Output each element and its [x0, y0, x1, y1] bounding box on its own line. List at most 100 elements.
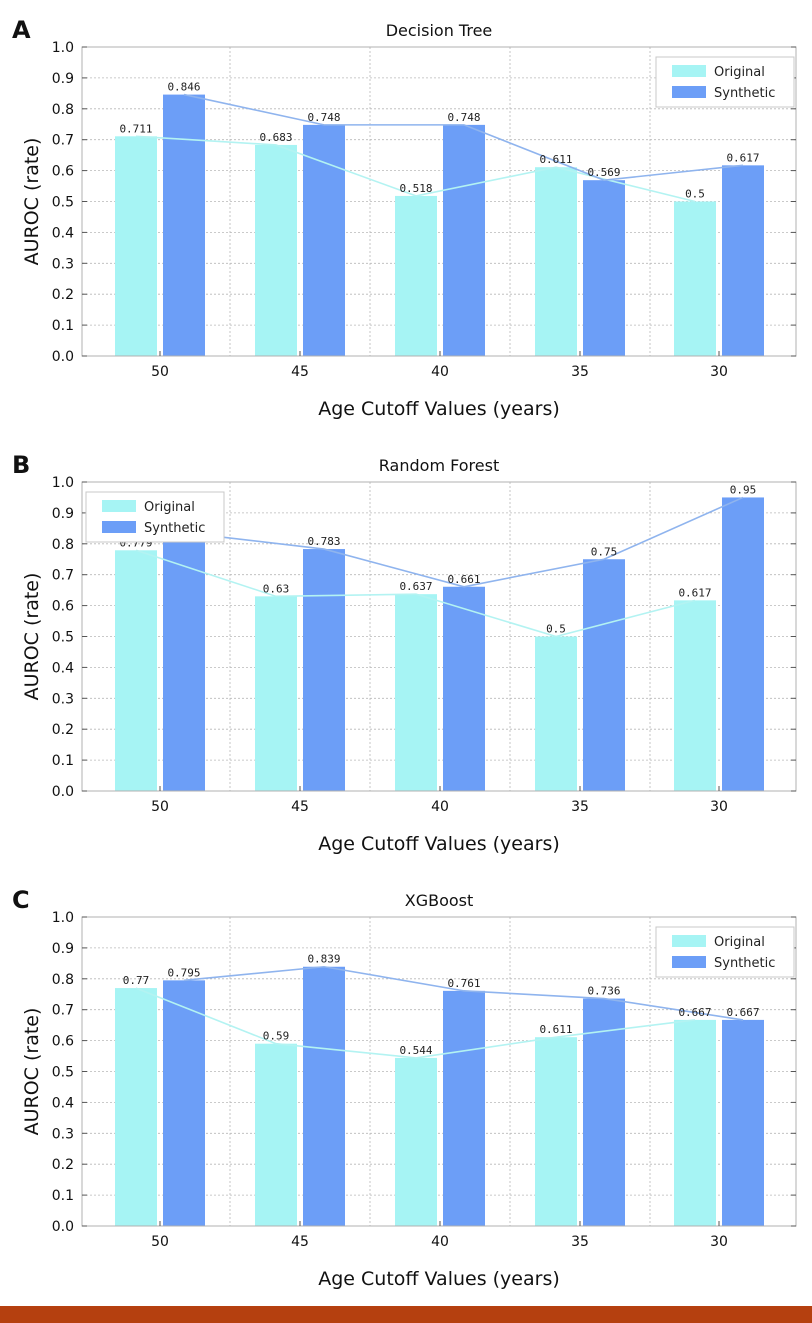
decision-tree-chart: 0.711 0.683 0.518 0.611 0.5 0.846 0.748 0.748 0.…	[12, 16, 797, 420]
bar-original	[255, 1043, 297, 1226]
x-tick-label: 50	[151, 364, 169, 380]
data-label-synthetic: 0.661	[447, 573, 480, 586]
x-axis-label: Age Cutoff Values (years)	[318, 1268, 560, 1290]
y-tick-label: 0.1	[52, 1188, 74, 1204]
data-label-synthetic: 0.839	[307, 953, 340, 966]
legend-swatch-synthetic	[672, 86, 706, 98]
y-tick-label: 0.3	[52, 691, 74, 707]
bar-original	[674, 1019, 716, 1226]
bar-original	[115, 550, 157, 791]
chart-panel-c: 0.77 0.59 0.544 0.611 0.667 0.795 0.839 0.761 0.…	[0, 870, 812, 1306]
y-tick-label: 1.0	[52, 910, 74, 926]
legend-swatch-synthetic	[102, 521, 136, 533]
bar-synthetic	[722, 165, 764, 356]
y-tick-label: 0.7	[52, 133, 74, 149]
x-tick-label: 40	[431, 799, 449, 815]
bar-synthetic	[163, 980, 205, 1226]
data-label-synthetic: 0.748	[307, 111, 340, 124]
x-tick-label: 30	[710, 364, 728, 380]
bar-original	[255, 144, 297, 356]
legend: Original Synthetic	[85, 491, 225, 543]
y-tick-label: 0.4	[52, 660, 74, 676]
x-tick-label: 40	[431, 1234, 449, 1250]
data-label-synthetic: 0.783	[307, 535, 340, 548]
x-tick-label: 35	[571, 364, 589, 380]
y-tick-label: 0.5	[52, 630, 74, 646]
bar-original	[255, 596, 297, 791]
data-label-original: 0.63	[263, 582, 290, 595]
random-forest-chart: 0.7790.630.6370.50.6170.8360.7830.6610.7…	[12, 451, 797, 855]
y-tick-label: 0.5	[52, 195, 74, 211]
bar-synthetic	[583, 559, 625, 791]
legend: Original Synthetic	[655, 56, 795, 108]
y-tick-label: 0.9	[52, 71, 74, 87]
legend-swatch-original	[672, 935, 706, 947]
data-label-synthetic: 0.569	[587, 166, 620, 179]
x-tick-label: 50	[151, 1234, 169, 1250]
y-tick-label: 0.0	[52, 349, 74, 365]
x-axis-label: Age Cutoff Values (years)	[318, 398, 560, 420]
footer-bar	[0, 1306, 812, 1323]
legend-label-synthetic: Synthetic	[144, 521, 205, 536]
data-label-original: 0.5	[685, 188, 705, 201]
legend-swatch-synthetic	[672, 956, 706, 968]
y-tick-label: 0.5	[52, 1065, 74, 1081]
x-tick-label: 30	[710, 799, 728, 815]
data-label-synthetic: 0.617	[726, 151, 759, 164]
y-tick-label: 0.2	[52, 287, 74, 303]
series-line-original	[135, 135, 696, 203]
legend-label-original: Original	[714, 65, 765, 80]
data-label-original: 0.5	[546, 623, 566, 636]
data-label-synthetic: 0.75	[591, 545, 618, 558]
chart-panel-a: 0.711 0.683 0.518 0.611 0.5 0.846 0.748 0.748 0.…	[0, 0, 812, 432]
data-label-original: 0.59	[263, 1030, 290, 1043]
y-tick-label: 0.8	[52, 537, 74, 553]
bar-original	[395, 594, 437, 791]
panel-label: C	[12, 886, 30, 914]
bar-synthetic	[443, 586, 485, 791]
x-tick-label: 45	[291, 1234, 309, 1250]
data-label-original: 0.637	[399, 580, 432, 593]
data-label-synthetic: 0.95	[730, 483, 757, 496]
y-tick-label: 0.6	[52, 599, 74, 615]
bar-original	[674, 600, 716, 791]
data-label-original: 0.518	[399, 182, 432, 195]
data-label-original: 0.611	[539, 1023, 572, 1036]
bar-synthetic	[583, 180, 625, 356]
chart-panel-b: 0.7790.630.6370.50.6170.8360.7830.6610.7…	[0, 435, 812, 870]
legend-swatch-original	[672, 65, 706, 77]
bar-synthetic	[303, 966, 345, 1226]
data-label-synthetic: 0.761	[447, 977, 480, 990]
y-tick-label: 0.0	[52, 784, 74, 800]
y-tick-label: 0.4	[52, 1095, 74, 1111]
data-label-synthetic: 0.846	[167, 81, 200, 94]
series-line-synthetic	[183, 93, 744, 181]
x-tick-label: 45	[291, 364, 309, 380]
xgboost-chart: 0.77 0.59 0.544 0.611 0.667 0.795 0.839 0.761 0.…	[12, 886, 797, 1290]
y-axis-label: AUROC (rate)	[21, 573, 43, 701]
chart-title: Decision Tree	[386, 21, 493, 40]
y-tick-label: 0.3	[52, 1126, 74, 1142]
y-tick-label: 0.8	[52, 972, 74, 988]
bar-original	[115, 988, 157, 1226]
series-line-original	[135, 987, 696, 1059]
x-tick-label: 50	[151, 799, 169, 815]
chart-title: XGBoost	[405, 891, 474, 910]
y-tick-label: 0.0	[52, 1219, 74, 1235]
y-tick-label: 0.1	[52, 318, 74, 334]
legend-label-synthetic: Synthetic	[714, 956, 775, 971]
x-tick-label: 35	[571, 1234, 589, 1250]
y-tick-label: 0.2	[52, 1157, 74, 1173]
data-label-synthetic: 0.795	[167, 966, 200, 979]
data-label-synthetic: 0.667	[726, 1006, 759, 1019]
bar-synthetic	[443, 124, 485, 356]
y-tick-label: 1.0	[52, 40, 74, 56]
series-line-synthetic	[183, 496, 744, 588]
x-tick-label: 35	[571, 799, 589, 815]
bar-synthetic	[303, 124, 345, 356]
bar-synthetic	[722, 497, 764, 791]
legend-label-original: Original	[144, 500, 195, 515]
y-tick-label: 0.6	[52, 164, 74, 180]
x-tick-label: 30	[710, 1234, 728, 1250]
x-tick-label: 40	[431, 364, 449, 380]
